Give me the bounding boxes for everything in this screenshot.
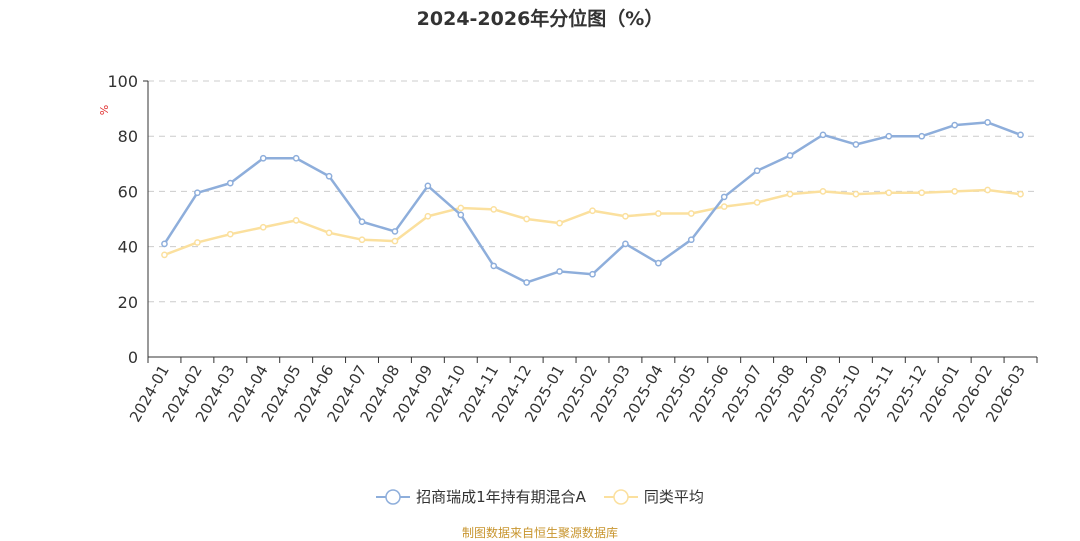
data-point-series2 [161, 251, 168, 259]
data-point-series2 [523, 215, 530, 223]
data-point-series1 [852, 141, 860, 148]
axes: 020406080100%2024-012024-022024-032024-0… [98, 72, 1038, 425]
data-point-series2 [259, 223, 267, 231]
data-point-series1 [161, 240, 168, 248]
data-point-series1 [556, 268, 563, 275]
data-point-series2 [885, 189, 893, 197]
data-point-series1 [655, 259, 662, 267]
data-point-series1 [885, 132, 893, 140]
series-line-1 [163, 121, 1021, 284]
data-point-series1 [1017, 131, 1024, 139]
data-point-series1 [523, 279, 530, 286]
data-point-series2 [325, 229, 333, 237]
legend-series2-label: 同类平均 [643, 488, 704, 506]
data-point-series1 [194, 189, 201, 197]
y-tick-label: 40 [118, 238, 138, 257]
data-point-series2 [786, 190, 794, 198]
data-point-series2 [424, 212, 432, 220]
data-point-series2 [490, 205, 498, 213]
data-point-series2 [819, 188, 827, 195]
data-point-series2 [1017, 190, 1024, 198]
data-point-series1 [391, 228, 399, 235]
data-point-series2 [589, 207, 596, 215]
data-point-series1 [424, 182, 432, 190]
data-point-series2 [984, 186, 991, 194]
data-point-series2 [852, 190, 860, 198]
y-tick-label: 100 [107, 72, 138, 91]
data-point-series2 [358, 236, 366, 244]
data-point-series1 [226, 179, 234, 187]
data-point-series2 [622, 212, 629, 220]
data-point-series1 [753, 167, 761, 175]
legend-item-series1[interactable]: 招商瑞成1年持有期混合A [376, 486, 586, 507]
series-layer [161, 119, 1024, 286]
y-tick-label: 0 [128, 348, 138, 367]
data-point-series1 [490, 262, 498, 270]
data-point-series2 [687, 210, 695, 217]
y-axis-unit: % [98, 105, 111, 115]
data-point-series2 [556, 219, 563, 227]
data-point-series2 [918, 189, 926, 197]
legend-item-series2[interactable]: 同类平均 [603, 486, 704, 507]
data-point-series2 [457, 204, 465, 212]
data-point-series1 [325, 172, 333, 180]
series-line-2 [164, 188, 1021, 257]
data-point-series1 [589, 270, 596, 278]
y-tick-label: 60 [118, 182, 138, 201]
data-point-series1 [259, 154, 267, 162]
line-chart: 020406080100%2024-012024-022024-032024-0… [98, 72, 1038, 425]
data-point-series1 [687, 236, 695, 244]
data-point-series2 [226, 230, 234, 238]
data-point-series1 [720, 193, 728, 201]
data-point-series2 [753, 199, 761, 206]
data-point-series2 [655, 210, 662, 217]
data-point-series2 [194, 239, 201, 246]
legend: 招商瑞成1年持有期混合A 同类平均 [0, 486, 1080, 507]
data-point-series2 [951, 188, 959, 195]
y-tick-label: 20 [118, 293, 138, 312]
data-point-series2 [292, 217, 300, 224]
source-note: 制图数据来自恒生聚源数据库 [461, 526, 618, 540]
data-point-series1 [358, 218, 366, 226]
y-tick-label: 80 [118, 127, 138, 146]
data-point-series1 [951, 121, 959, 129]
data-point-series1 [786, 152, 794, 159]
data-point-series1 [819, 131, 827, 139]
data-point-series1 [918, 132, 926, 140]
data-point-series1 [457, 211, 465, 219]
legend-series2-icon [603, 488, 638, 505]
legend-series1-icon [376, 488, 411, 505]
chart-title: 2024-2026年分位图（%） [416, 8, 664, 30]
data-point-series1 [292, 154, 300, 162]
data-point-series2 [391, 237, 399, 245]
legend-series1-label: 招商瑞成1年持有期混合A [416, 488, 586, 506]
data-point-series1 [984, 119, 991, 126]
data-point-series2 [720, 203, 728, 210]
data-point-series1 [622, 240, 629, 248]
grid-lines [148, 80, 1037, 303]
